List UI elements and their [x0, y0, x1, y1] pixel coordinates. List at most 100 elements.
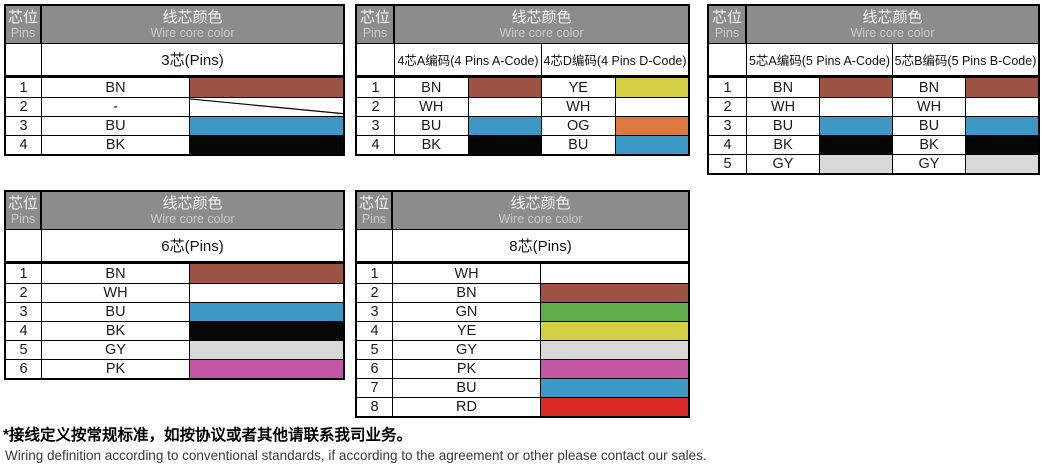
wire-color-code: YE — [542, 78, 616, 97]
pin-number: 5 — [357, 341, 393, 359]
color-swatch — [190, 341, 343, 359]
pins-header-zh: 芯位 — [711, 9, 742, 26]
footer-note-zh: *接线定义按常规标准，如按协议或者其他请联系我司业务。 — [3, 427, 413, 444]
subheader-pins-cell — [6, 44, 42, 75]
wire-color-code: BN — [42, 264, 190, 283]
wire-color-header-en: Wire core color — [498, 212, 583, 226]
wire-color-code: BN — [42, 78, 190, 97]
pins-header-zh: 芯位 — [359, 9, 390, 26]
color-swatch — [615, 98, 688, 116]
wire-color-code: GY — [393, 341, 541, 359]
color-swatch — [966, 98, 1038, 116]
wire-core-color-header-cell: 线芯颜色 Wire core color — [747, 6, 1038, 43]
wire-color-code: BN — [393, 284, 541, 302]
color-swatch — [190, 136, 343, 154]
wire-core-color-header-cell: 线芯颜色 Wire core color — [393, 192, 688, 229]
table-row: 2 BN — [357, 283, 688, 302]
wire-color-code: BK — [395, 136, 469, 154]
pins-header-cell: 芯位 Pins — [709, 6, 747, 43]
pins-header-zh: 芯位 — [358, 195, 389, 212]
color-swatch — [541, 322, 688, 340]
pins-header-en: Pins — [714, 26, 740, 40]
color-swatch — [615, 117, 688, 135]
pin-number: 3 — [6, 303, 42, 321]
table-row: 6 PK — [6, 359, 343, 378]
table-header-row: 芯位 Pins 线芯颜色 Wire core color — [357, 192, 688, 230]
pin-number: 5 — [6, 341, 42, 359]
wire-color-header-zh: 线芯颜色 — [162, 9, 223, 26]
wire-color-code: GY — [42, 341, 190, 359]
color-swatch — [820, 136, 893, 154]
table-row: 2- — [6, 97, 343, 116]
wire-color-code: WH — [395, 98, 469, 116]
wire-color-code: BN — [395, 78, 469, 97]
table-row: 2 WH — [6, 283, 343, 302]
color-swatch — [541, 303, 688, 321]
wire-color-code: GY — [747, 155, 820, 173]
table-row: 5 GY GY — [709, 154, 1038, 173]
pin-number: 2 — [709, 98, 747, 116]
table-row: 4 YE — [357, 321, 688, 340]
wire-color-code: WH — [747, 98, 820, 116]
wire-color-code: BK — [893, 136, 966, 154]
wire-color-code: OG — [542, 117, 616, 135]
wire-color-header-zh: 线芯颜色 — [162, 195, 223, 212]
table-row: 1 BN YE — [357, 78, 688, 97]
wire-color-code: - — [42, 98, 190, 116]
table-row: 3 GN — [357, 302, 688, 321]
subheader-label: 4芯D编码(4 Pins D-Code) — [541, 44, 688, 75]
wire-color-code: WH — [542, 98, 616, 116]
color-swatch — [190, 78, 343, 97]
pins-header-cell: 芯位 Pins — [6, 6, 42, 43]
wire-color-code: WH — [393, 264, 541, 283]
color-swatch — [820, 98, 893, 116]
pin-number: 4 — [709, 136, 747, 154]
color-swatch — [190, 322, 343, 340]
table-row: 6 PK — [357, 359, 688, 378]
pin-number: 4 — [6, 322, 42, 340]
color-swatch — [541, 379, 688, 397]
wire-color-code: PK — [42, 360, 190, 378]
table-row: 7 BU — [357, 378, 688, 397]
color-swatch — [820, 117, 893, 135]
pins-header-en: Pins — [10, 26, 36, 40]
wire-color-table-5pin: 芯位 Pins 线芯颜色 Wire core color 5芯A编码(5 Pins A-… — [707, 4, 1040, 175]
color-swatch — [966, 78, 1038, 97]
wire-color-code: BN — [747, 78, 820, 97]
footer-note: *接线定义按常规标准，如按协议或者其他请联系我司业务。 Wiring defin… — [3, 423, 707, 463]
pin-number: 1 — [6, 264, 42, 283]
wire-color-code: BU — [42, 117, 190, 135]
pin-number: 6 — [357, 360, 393, 378]
wire-color-code: PK — [393, 360, 541, 378]
wire-color-code: BU — [393, 379, 541, 397]
wire-color-code: BU — [42, 303, 190, 321]
table-row: 2 WH WH — [709, 97, 1038, 116]
table-row: 1 BN — [6, 264, 343, 283]
color-swatch — [615, 78, 688, 97]
code-subheader-row: 8芯(Pins) — [357, 230, 688, 264]
table-row: 3 BU OG — [357, 116, 688, 135]
color-swatch — [468, 78, 542, 97]
subheader-pins-cell — [6, 230, 42, 261]
footer-note-en: Wiring definition according to conventio… — [5, 448, 707, 463]
pins-header-cell: 芯位 Pins — [6, 192, 42, 229]
color-swatch — [966, 117, 1038, 135]
wire-core-color-header-cell: 线芯颜色 Wire core color — [42, 192, 343, 229]
pin-number: 5 — [709, 155, 747, 173]
table-row: 4 BK BK — [709, 135, 1038, 154]
color-swatch — [468, 98, 542, 116]
wire-color-code: WH — [42, 284, 190, 302]
wire-color-code: BU — [542, 136, 616, 154]
code-subheader-row: 5芯A编码(5 Pins A-Code) 5芯B编码(5 Pins B-Code) — [709, 44, 1038, 78]
pins-header-zh: 芯位 — [7, 9, 38, 26]
pins-header-zh: 芯位 — [7, 195, 38, 212]
wire-color-header-zh: 线芯颜色 — [862, 9, 923, 26]
table-row: 3 BU — [6, 116, 343, 135]
table-row: 1 BN — [6, 78, 343, 97]
subheader-pins-cell — [357, 230, 393, 261]
subheader-pins-cell — [709, 44, 747, 75]
pin-number: 1 — [357, 264, 393, 283]
color-swatch — [190, 264, 343, 283]
pin-number: 4 — [357, 322, 393, 340]
pin-number: 2 — [357, 98, 395, 116]
